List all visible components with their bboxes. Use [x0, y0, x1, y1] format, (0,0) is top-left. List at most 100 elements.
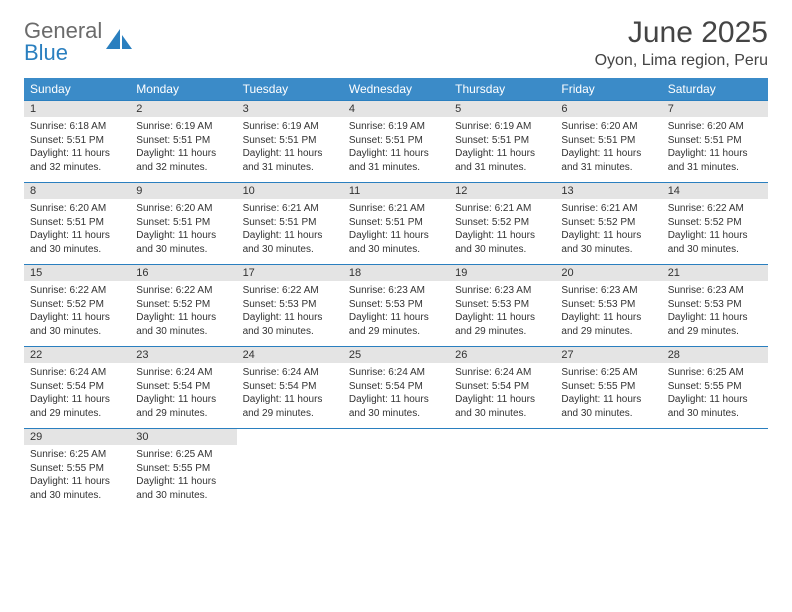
day-number: 21	[662, 265, 768, 281]
day-number: 19	[449, 265, 555, 281]
week-row: 15Sunrise: 6:22 AMSunset: 5:52 PMDayligh…	[24, 265, 768, 347]
week-row: 8Sunrise: 6:20 AMSunset: 5:51 PMDaylight…	[24, 183, 768, 265]
day-number: 2	[130, 101, 236, 117]
day-number: 8	[24, 183, 130, 199]
header: General Blue June 2025 Oyon, Lima region…	[24, 16, 768, 70]
day-number: 11	[343, 183, 449, 199]
weekday-header: Friday	[555, 78, 661, 101]
week-row: 22Sunrise: 6:24 AMSunset: 5:54 PMDayligh…	[24, 347, 768, 429]
day-number: 20	[555, 265, 661, 281]
day-cell: ..	[237, 429, 343, 511]
day-cell: 21Sunrise: 6:23 AMSunset: 5:53 PMDayligh…	[662, 265, 768, 347]
day-number: 23	[130, 347, 236, 363]
day-number: 3	[237, 101, 343, 117]
day-number: 10	[237, 183, 343, 199]
day-number: 22	[24, 347, 130, 363]
day-cell: 8Sunrise: 6:20 AMSunset: 5:51 PMDaylight…	[24, 183, 130, 265]
day-cell: ..	[662, 429, 768, 511]
day-content: Sunrise: 6:21 AMSunset: 5:51 PMDaylight:…	[237, 199, 343, 264]
day-number: 28	[662, 347, 768, 363]
day-content: Sunrise: 6:25 AMSunset: 5:55 PMDaylight:…	[555, 363, 661, 428]
day-content: Sunrise: 6:20 AMSunset: 5:51 PMDaylight:…	[130, 199, 236, 264]
day-cell: 12Sunrise: 6:21 AMSunset: 5:52 PMDayligh…	[449, 183, 555, 265]
day-content: Sunrise: 6:22 AMSunset: 5:52 PMDaylight:…	[130, 281, 236, 346]
day-number: 27	[555, 347, 661, 363]
day-cell: 25Sunrise: 6:24 AMSunset: 5:54 PMDayligh…	[343, 347, 449, 429]
day-cell: 26Sunrise: 6:24 AMSunset: 5:54 PMDayligh…	[449, 347, 555, 429]
day-number: 9	[130, 183, 236, 199]
day-content: Sunrise: 6:24 AMSunset: 5:54 PMDaylight:…	[449, 363, 555, 428]
day-number: 16	[130, 265, 236, 281]
day-content: Sunrise: 6:20 AMSunset: 5:51 PMDaylight:…	[555, 117, 661, 182]
day-content: Sunrise: 6:24 AMSunset: 5:54 PMDaylight:…	[237, 363, 343, 428]
day-cell: 4Sunrise: 6:19 AMSunset: 5:51 PMDaylight…	[343, 101, 449, 183]
day-cell: 20Sunrise: 6:23 AMSunset: 5:53 PMDayligh…	[555, 265, 661, 347]
day-cell: 5Sunrise: 6:19 AMSunset: 5:51 PMDaylight…	[449, 101, 555, 183]
calendar-head: SundayMondayTuesdayWednesdayThursdayFrid…	[24, 78, 768, 101]
weekday-header-row: SundayMondayTuesdayWednesdayThursdayFrid…	[24, 78, 768, 101]
day-number: 29	[24, 429, 130, 445]
day-cell: 16Sunrise: 6:22 AMSunset: 5:52 PMDayligh…	[130, 265, 236, 347]
day-number: 25	[343, 347, 449, 363]
day-content: Sunrise: 6:24 AMSunset: 5:54 PMDaylight:…	[130, 363, 236, 428]
day-number: 14	[662, 183, 768, 199]
weekday-header: Saturday	[662, 78, 768, 101]
day-cell: 10Sunrise: 6:21 AMSunset: 5:51 PMDayligh…	[237, 183, 343, 265]
day-cell: 22Sunrise: 6:24 AMSunset: 5:54 PMDayligh…	[24, 347, 130, 429]
day-cell: 17Sunrise: 6:22 AMSunset: 5:53 PMDayligh…	[237, 265, 343, 347]
day-number: 6	[555, 101, 661, 117]
day-content: Sunrise: 6:25 AMSunset: 5:55 PMDaylight:…	[24, 445, 130, 510]
day-cell: 9Sunrise: 6:20 AMSunset: 5:51 PMDaylight…	[130, 183, 236, 265]
weekday-header: Thursday	[449, 78, 555, 101]
day-cell: 23Sunrise: 6:24 AMSunset: 5:54 PMDayligh…	[130, 347, 236, 429]
brand-name-blue: Blue	[24, 40, 68, 65]
day-cell: ..	[343, 429, 449, 511]
day-cell: 15Sunrise: 6:22 AMSunset: 5:52 PMDayligh…	[24, 265, 130, 347]
location-text: Oyon, Lima region, Peru	[595, 52, 768, 70]
day-number: 30	[130, 429, 236, 445]
day-cell: 30Sunrise: 6:25 AMSunset: 5:55 PMDayligh…	[130, 429, 236, 511]
day-cell: 29Sunrise: 6:25 AMSunset: 5:55 PMDayligh…	[24, 429, 130, 511]
day-content: Sunrise: 6:24 AMSunset: 5:54 PMDaylight:…	[343, 363, 449, 428]
day-content: Sunrise: 6:25 AMSunset: 5:55 PMDaylight:…	[130, 445, 236, 510]
weekday-header: Sunday	[24, 78, 130, 101]
day-content: Sunrise: 6:24 AMSunset: 5:54 PMDaylight:…	[24, 363, 130, 428]
day-content: Sunrise: 6:18 AMSunset: 5:51 PMDaylight:…	[24, 117, 130, 182]
month-title: June 2025	[595, 16, 768, 50]
day-content: Sunrise: 6:25 AMSunset: 5:55 PMDaylight:…	[662, 363, 768, 428]
day-cell: 19Sunrise: 6:23 AMSunset: 5:53 PMDayligh…	[449, 265, 555, 347]
weekday-header: Monday	[130, 78, 236, 101]
day-cell: 14Sunrise: 6:22 AMSunset: 5:52 PMDayligh…	[662, 183, 768, 265]
week-row: 29Sunrise: 6:25 AMSunset: 5:55 PMDayligh…	[24, 429, 768, 511]
day-cell: 27Sunrise: 6:25 AMSunset: 5:55 PMDayligh…	[555, 347, 661, 429]
weekday-header: Tuesday	[237, 78, 343, 101]
day-content: Sunrise: 6:19 AMSunset: 5:51 PMDaylight:…	[343, 117, 449, 182]
weekday-header: Wednesday	[343, 78, 449, 101]
day-cell: 28Sunrise: 6:25 AMSunset: 5:55 PMDayligh…	[662, 347, 768, 429]
brand-name: General Blue	[24, 20, 102, 64]
day-number: 18	[343, 265, 449, 281]
day-cell: 3Sunrise: 6:19 AMSunset: 5:51 PMDaylight…	[237, 101, 343, 183]
day-cell: 24Sunrise: 6:24 AMSunset: 5:54 PMDayligh…	[237, 347, 343, 429]
day-cell: ..	[449, 429, 555, 511]
day-content: Sunrise: 6:19 AMSunset: 5:51 PMDaylight:…	[449, 117, 555, 182]
day-content: Sunrise: 6:21 AMSunset: 5:51 PMDaylight:…	[343, 199, 449, 264]
day-number: 12	[449, 183, 555, 199]
day-content: Sunrise: 6:23 AMSunset: 5:53 PMDaylight:…	[662, 281, 768, 346]
day-content: Sunrise: 6:20 AMSunset: 5:51 PMDaylight:…	[662, 117, 768, 182]
day-cell: 18Sunrise: 6:23 AMSunset: 5:53 PMDayligh…	[343, 265, 449, 347]
day-content: Sunrise: 6:19 AMSunset: 5:51 PMDaylight:…	[130, 117, 236, 182]
day-cell: 11Sunrise: 6:21 AMSunset: 5:51 PMDayligh…	[343, 183, 449, 265]
day-content: Sunrise: 6:23 AMSunset: 5:53 PMDaylight:…	[555, 281, 661, 346]
day-number: 7	[662, 101, 768, 117]
day-cell: 1Sunrise: 6:18 AMSunset: 5:51 PMDaylight…	[24, 101, 130, 183]
calendar-table: SundayMondayTuesdayWednesdayThursdayFrid…	[24, 78, 768, 510]
day-content: Sunrise: 6:21 AMSunset: 5:52 PMDaylight:…	[449, 199, 555, 264]
day-number: 13	[555, 183, 661, 199]
brand-logo: General Blue	[24, 20, 134, 64]
day-number: 1	[24, 101, 130, 117]
day-number: 5	[449, 101, 555, 117]
day-cell: 7Sunrise: 6:20 AMSunset: 5:51 PMDaylight…	[662, 101, 768, 183]
day-number: 15	[24, 265, 130, 281]
calendar-body: 1Sunrise: 6:18 AMSunset: 5:51 PMDaylight…	[24, 101, 768, 511]
